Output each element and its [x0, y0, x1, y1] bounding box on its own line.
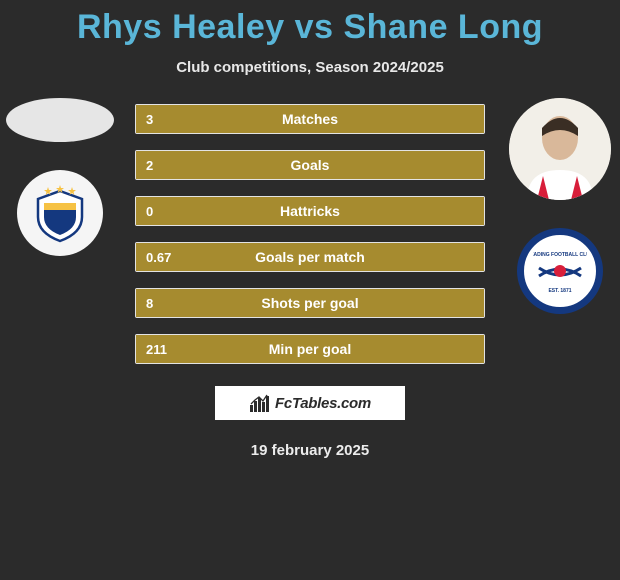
- stat-label: Goals: [136, 151, 484, 179]
- club-badge-right: READING FOOTBALL CLUB EST. 1871: [517, 228, 603, 314]
- stat-row: 211Min per goal: [135, 334, 485, 364]
- vs-text: vs: [295, 8, 334, 46]
- stat-label: Min per goal: [136, 335, 484, 363]
- stats-bars: 3Matches 2Goals 0Hattricks 0.67Goals per ma…: [135, 98, 485, 364]
- stat-row: 3Matches: [135, 104, 485, 134]
- right-column: READING FOOTBALL CLUB EST. 1871: [506, 98, 614, 314]
- club-crest-left-icon: [30, 183, 90, 243]
- stat-label: Goals per match: [136, 243, 484, 271]
- subtitle: Club competitions, Season 2024/2025: [0, 59, 620, 76]
- fctables-icon: [249, 393, 271, 413]
- player-left-avatar: [6, 98, 114, 142]
- stat-row: 0Hattricks: [135, 196, 485, 226]
- stat-label: Shots per goal: [136, 289, 484, 317]
- stat-row: 2Goals: [135, 150, 485, 180]
- player-left-name: Rhys Healey: [77, 8, 285, 46]
- stat-label: Hattricks: [136, 197, 484, 225]
- club-crest-right-icon: READING FOOTBALL CLUB EST. 1871: [533, 244, 587, 298]
- svg-text:EST. 1871: EST. 1871: [548, 288, 571, 294]
- player-right-avatar: [509, 98, 611, 200]
- comparison-title: Rhys Healey vs Shane Long: [0, 0, 620, 47]
- content-area: READING FOOTBALL CLUB EST. 1871 3Matches…: [0, 98, 620, 364]
- date-text: 19 february 2025: [0, 442, 620, 459]
- stat-row: 0.67Goals per match: [135, 242, 485, 272]
- svg-text:READING FOOTBALL CLUB: READING FOOTBALL CLUB: [533, 252, 587, 258]
- player-right-name: Shane Long: [343, 8, 543, 46]
- fctables-text: FcTables.com: [275, 395, 371, 412]
- club-badge-left: [17, 170, 103, 256]
- stat-label: Matches: [136, 105, 484, 133]
- stat-row: 8Shots per goal: [135, 288, 485, 318]
- fctables-logo: FcTables.com: [215, 386, 405, 420]
- left-column: [6, 98, 114, 256]
